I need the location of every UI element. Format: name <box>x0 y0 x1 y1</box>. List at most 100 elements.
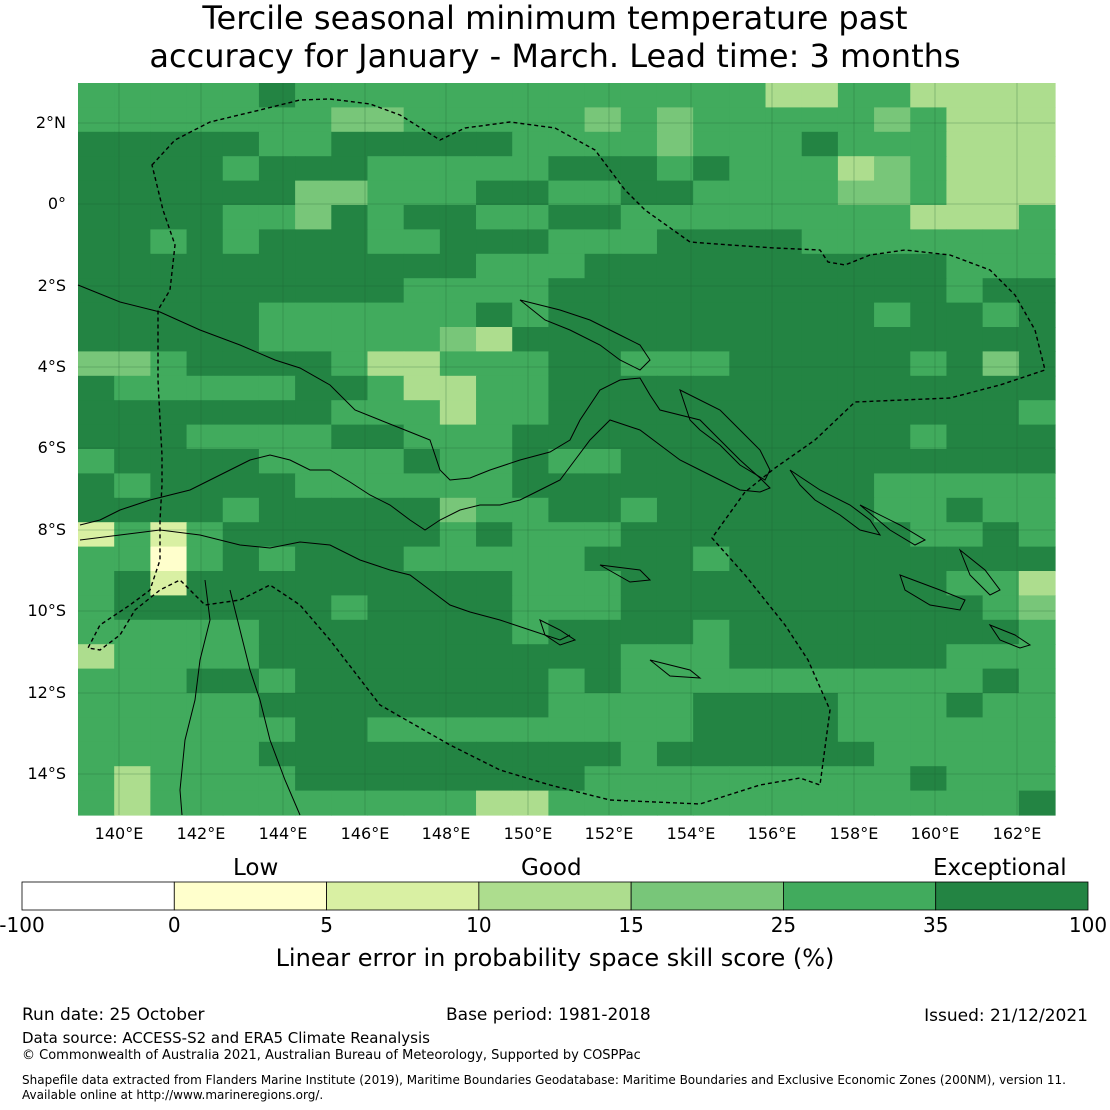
grid-cell <box>186 156 224 182</box>
grid-cell <box>331 546 369 572</box>
grid-cell <box>946 180 984 206</box>
grid-cell <box>946 668 984 694</box>
grid-cell <box>584 351 622 377</box>
grid-cell <box>874 693 911 718</box>
grid-cell <box>403 156 441 182</box>
grid-cell <box>729 644 767 670</box>
grid-cell <box>910 790 948 816</box>
shapefile-url: Available online at http://www.marinereg… <box>22 1088 324 1102</box>
grid-cell <box>874 619 911 645</box>
grid-cell <box>837 83 875 108</box>
grid-cell <box>765 497 803 523</box>
grid-cell <box>367 400 405 426</box>
grid-cell <box>186 424 224 450</box>
grid-cell <box>439 327 477 352</box>
louisiade-islands <box>539 564 702 679</box>
grid-cell <box>1018 693 1056 718</box>
grid-cell <box>656 375 694 401</box>
grid-cell <box>801 546 839 572</box>
grid-cell <box>222 619 260 645</box>
grid-cell <box>439 83 477 108</box>
grid-cell <box>476 351 513 377</box>
grid-cell <box>765 717 803 743</box>
grid-cell <box>982 790 1020 816</box>
grid-cell <box>439 497 477 523</box>
grid-cell <box>114 302 151 328</box>
grid-cell <box>548 522 586 548</box>
grid-cell <box>295 302 332 328</box>
grid-cell <box>946 766 984 792</box>
grid-cell <box>729 375 767 401</box>
grid-cell <box>512 595 550 621</box>
grid-cell <box>584 766 622 792</box>
grid-cell <box>982 131 1020 157</box>
grid-cell <box>801 180 839 206</box>
grid-cell <box>946 522 984 548</box>
grid-cell <box>512 400 550 426</box>
grid-cell <box>150 741 188 767</box>
grid-cell <box>258 571 296 596</box>
graticule <box>78 83 1055 815</box>
grid-cell <box>656 741 694 767</box>
grid-cell <box>874 351 911 377</box>
grid-cell <box>729 205 767 230</box>
grid-cell <box>403 449 441 474</box>
grid-cell <box>656 278 694 304</box>
grid-cell <box>656 449 694 474</box>
grid-cell <box>114 449 151 474</box>
category-exceptional-label: Exceptional <box>933 855 1067 881</box>
grid-cell <box>982 546 1020 572</box>
longitude-tick-label: 150°E <box>503 824 553 843</box>
cape-york-east <box>229 589 301 816</box>
longitude-tick-label: 158°E <box>829 824 879 843</box>
category-good-label: Good <box>521 855 582 881</box>
grid-cell <box>258 131 296 157</box>
grid-cell <box>584 522 622 548</box>
grid-cell <box>620 717 658 743</box>
grid-cell <box>367 790 405 816</box>
grid-cell <box>656 400 694 426</box>
new-britain <box>679 389 771 481</box>
gulf-coast <box>79 529 571 641</box>
grid-cell <box>584 668 622 694</box>
grid-cell <box>295 693 332 718</box>
grid-cell <box>946 327 984 352</box>
grid-cell <box>367 156 405 182</box>
grid-cell <box>150 424 188 450</box>
grid-cell <box>114 205 151 230</box>
grid-cell <box>150 693 188 718</box>
longitude-tick-label: 148°E <box>421 824 471 843</box>
grid-cell <box>439 717 477 743</box>
grid-cell <box>150 473 188 499</box>
grid-cell <box>150 449 188 474</box>
grid-cell <box>512 424 550 450</box>
grid-cell <box>258 278 296 304</box>
grid-cell <box>150 302 188 328</box>
grid-cell <box>982 83 1020 108</box>
grid-cell <box>186 522 224 548</box>
grid-cell <box>620 302 658 328</box>
grid-cell <box>367 375 405 401</box>
grid-cell <box>801 278 839 304</box>
grid-cell <box>910 278 948 304</box>
grid-cell <box>910 156 948 182</box>
longitude-tick-label: 152°E <box>584 824 634 843</box>
grid-cell <box>620 253 658 279</box>
grid-cell <box>874 717 911 743</box>
grid-cell <box>222 522 260 548</box>
grid-cell <box>78 668 115 694</box>
grid-cell <box>982 522 1020 548</box>
grid-cell <box>656 253 694 279</box>
grid-cell <box>114 253 151 279</box>
grid-cell <box>258 644 296 670</box>
grid-cell <box>837 571 875 596</box>
latitude-tick-label: 2°N <box>35 113 66 132</box>
colorbar-segment <box>326 881 480 911</box>
grid-cell <box>403 375 441 401</box>
grid-cell <box>476 717 513 743</box>
grid-cell <box>946 400 984 426</box>
grid-cell <box>331 156 369 182</box>
grid-cell <box>222 107 260 133</box>
grid-cell <box>331 229 369 255</box>
